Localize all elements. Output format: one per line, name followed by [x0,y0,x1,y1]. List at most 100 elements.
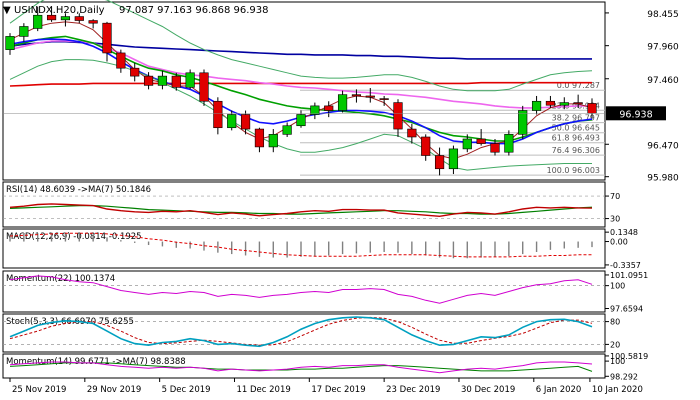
rsi-pane: RSI(14) 48.6039 ->MA(7) 50.1846 70 30 [2,181,620,228]
bullish-candle [33,14,43,29]
ohlc-values: 97.087 97.163 96.868 96.938 [119,5,269,16]
moving-average-line [9,81,592,87]
bearish-candle [171,75,181,88]
stoch-k-line [9,316,593,348]
pane-frame [2,353,606,379]
chart-header: ▼ USINDX.H20,Daily 97.087 97.163 96.868 … [3,5,269,16]
time-tick-label: 29 Nov 2019 [87,385,141,395]
momentum14-line [9,361,593,374]
bearish-candle [434,155,445,170]
time-tick-label: 6 Jan 2020 [536,385,582,395]
bullish-candle [504,134,514,153]
momentum22-line [9,275,593,304]
pane-frame [2,228,606,269]
axis-tick-label: 97.6594 [610,304,643,313]
pane-frame [2,181,606,228]
axis-tick-label: 98.292 [610,372,638,381]
bullish-candle [448,148,459,170]
time-axis: 25 Nov 2019 29 Nov 2019 5 Dec 2019 11 Dec 2… [9,378,643,395]
bearish-candle [393,102,403,130]
bearish-candle [213,100,223,129]
bullish-candle [310,105,320,115]
bearish-candle [379,98,389,100]
indicator-label: Stoch(5,3,3) 66.6970 75.6255 [6,317,134,327]
time-tick-label: 30 Dec 2019 [461,385,515,395]
time-tick-label: 17 Dec 2019 [311,385,365,395]
axis-tick-label: 70 [610,192,620,201]
time-tick-label: 11 Dec 2019 [236,385,290,395]
bearish-candle [407,128,417,138]
bullish-candle [19,26,29,37]
time-tick-label: 25 Nov 2019 [12,385,66,395]
bearish-candle [143,75,154,86]
collapse-triangle-icon[interactable]: ▼ [3,5,11,16]
bearish-candle [587,103,597,114]
fibonacci-level-label: 38.2 96.797 [552,114,600,123]
axis-tick-label: 30 [610,215,620,224]
fibonacci-level-label: 76.4 96.306 [552,146,600,155]
bearish-candle [46,14,57,21]
bearish-candle [88,20,98,24]
price-tick-label: 97.960 [647,43,679,53]
bullish-candle [518,110,528,135]
macd-signal-line [9,232,592,258]
bullish-candle [227,114,237,129]
fibonacci-level-label: 50.0 96.645 [552,124,600,133]
bullish-candle [559,102,569,106]
fibonacci-level-label: 0.0 97.287 [557,81,600,90]
price-tick-label: 96.470 [647,141,679,151]
time-tick-label: 23 Dec 2019 [386,385,440,395]
axis-tick-label: 101.0951 [610,271,648,280]
indicator-label: RSI(14) 48.6039 ->MA(7) 50.1846 [6,185,151,195]
fibonacci-level-label: 100.0 96.003 [547,166,600,175]
axis-tick-label: 20 [610,340,620,349]
bearish-candle [324,105,334,111]
bearish-candle [421,136,431,156]
bearish-candle [351,94,362,97]
bearish-candle [545,100,556,106]
bullish-candle [268,134,278,148]
pane-frame [2,1,606,181]
moving-average-line [9,40,592,109]
pane-frame [2,270,606,313]
current-price-box [606,106,666,121]
bearish-candle [116,52,126,69]
price-tick-label: 95.980 [647,174,679,184]
price-tick-label: 97.460 [647,76,679,86]
axis-tick-label: 0.1348 [610,228,638,237]
bearish-candle [240,114,251,130]
bullish-candle [337,94,348,111]
axis-tick-label: 80 [610,318,620,327]
bullish-candle [157,75,168,86]
bearish-candle [490,143,500,153]
axis-tick-label: 100 [610,282,625,291]
time-tick-label: 10 Jan 2020 [592,385,643,395]
bearish-candle [365,95,375,98]
bearish-candle [573,102,583,105]
bullish-candle [531,100,542,111]
bullish-candle [60,16,71,21]
bearish-candle [199,72,209,102]
pane-frame [2,313,606,353]
indicator-label: MACD(12,26,9) -0.0814 -0.1925 [6,232,142,242]
momentum14-pane: Momentum(14) 99.6771 ->MA(7) 98.8388 100.… [2,352,648,381]
axis-tick-label: -0.3357 [610,261,641,270]
fibonacci-level-label: 61.8 96.493 [552,134,600,143]
bearish-candle [476,138,486,144]
indicator-label: Momentum(14) 99.6771 ->MA(7) 98.8388 [6,357,186,367]
bullish-candle [282,125,292,135]
momentum14-ma-line [9,362,593,372]
axis-tick-label: 100 [610,357,625,366]
time-tick-label: 5 Dec 2019 [162,385,211,395]
stoch-pane: Stoch(5,3,3) 66.6970 75.6255 80 20 [2,313,620,353]
price-pane: 98.455 97.960 97.460 96.470 95.980 0.0 97.287… [2,0,679,184]
moving-average-line [9,0,593,92]
bullish-candle [185,72,195,88]
symbol-label: USINDX.H20,Daily [14,5,105,16]
bullish-candle [5,36,15,50]
moving-average-line [9,59,592,171]
price-tick-label: 98.455 [647,10,679,20]
